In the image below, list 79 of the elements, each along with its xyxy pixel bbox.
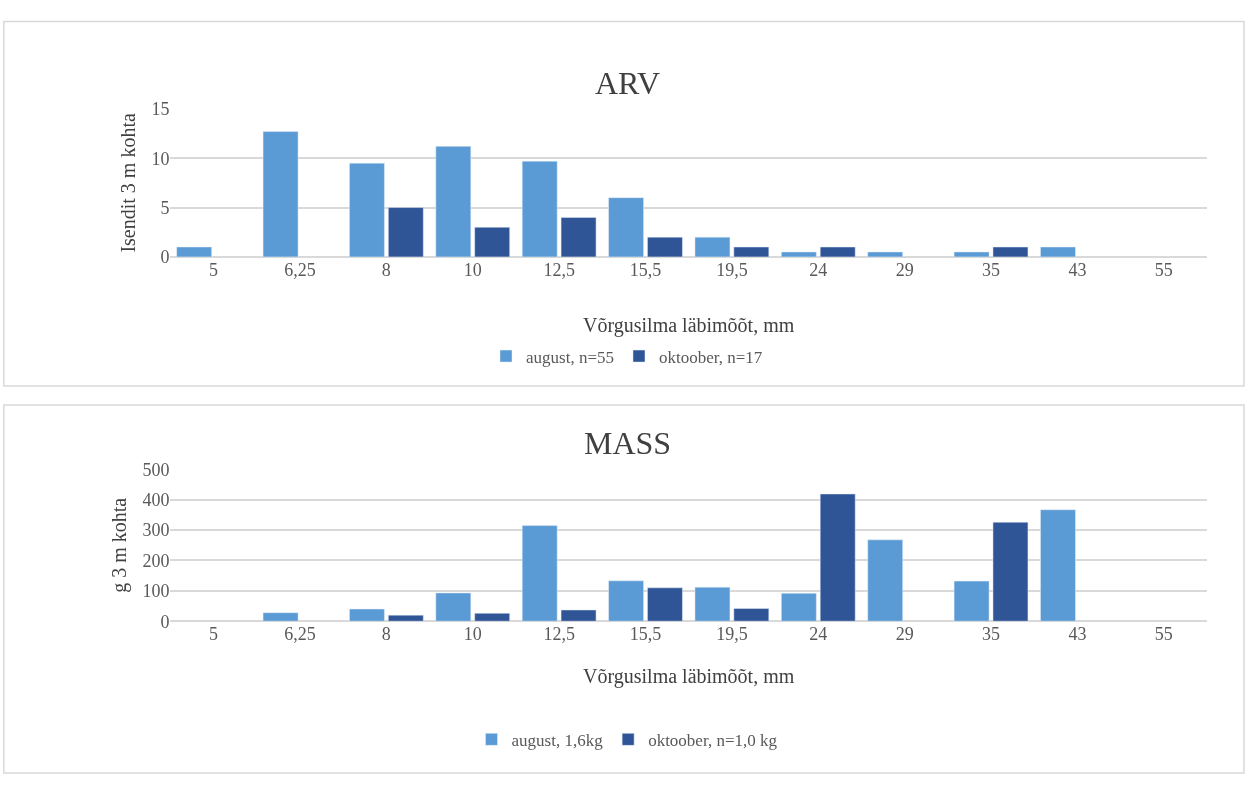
y-axis-title: Isendit 3 m kohta — [116, 113, 139, 253]
legend-label: august, 1,6kg — [511, 731, 604, 750]
bar — [560, 609, 597, 622]
bar — [953, 251, 990, 257]
bar — [953, 580, 990, 622]
bar — [694, 586, 731, 622]
x-tick-label: 12,5 — [543, 624, 575, 645]
bar — [388, 614, 424, 622]
x-tick-label: 35 — [982, 624, 1001, 645]
x-tick-label: 19,5 — [716, 259, 748, 280]
bar — [521, 525, 558, 622]
y-axis-title: g 3 m kohta — [107, 497, 131, 593]
y-tick-label: 500 — [142, 459, 170, 480]
bar — [262, 612, 299, 622]
bar — [1040, 246, 1076, 257]
x-tick-label: 24 — [809, 624, 828, 645]
x-tick-label: 55 — [1154, 259, 1173, 280]
bar — [560, 217, 597, 257]
x-axis-title: Võrgusilma läbimõõt, mm — [583, 314, 795, 337]
bar — [867, 251, 903, 257]
legend-label: august, n=55 — [526, 347, 614, 367]
x-tick-label: 29 — [895, 624, 914, 645]
legend-label: oktoober, n=17 — [658, 347, 763, 367]
y-tick-label: 200 — [142, 550, 170, 571]
bar — [435, 592, 472, 622]
x-tick-label: 29 — [895, 259, 914, 280]
bar — [733, 246, 770, 257]
y-tick-label: 5 — [160, 197, 170, 218]
bar — [176, 246, 212, 257]
x-tick-label: 43 — [1068, 259, 1087, 280]
x-tick-label: 5 — [209, 259, 219, 280]
bar — [474, 613, 510, 622]
x-tick-label: 6,25 — [284, 259, 316, 280]
bar — [647, 587, 683, 622]
legend-label: oktoober, n=1,0 kg — [648, 731, 778, 750]
bar — [1040, 509, 1076, 622]
x-tick-label: 55 — [1154, 624, 1173, 645]
y-tick-label: 100 — [142, 581, 170, 602]
bar — [819, 493, 856, 622]
bar — [349, 162, 385, 257]
x-tick-label: 6,25 — [284, 624, 316, 645]
x-tick-label: 10 — [463, 259, 482, 280]
bar — [867, 539, 903, 622]
bar — [435, 146, 472, 257]
y-tick-label: 0 — [160, 611, 170, 632]
x-tick-label: 15,5 — [629, 259, 662, 280]
chart-title: ARV — [595, 65, 660, 101]
bar — [608, 580, 644, 622]
x-axis-title: Võrgusilma läbimõõt, mm — [583, 665, 795, 688]
bar — [992, 521, 1029, 622]
bar — [647, 236, 683, 257]
x-tick-label: 12,5 — [543, 259, 575, 280]
bar — [262, 131, 299, 257]
chart-title: MASS — [584, 425, 672, 461]
bar — [992, 246, 1029, 257]
bar — [694, 236, 731, 257]
x-tick-label: 8 — [381, 624, 391, 645]
x-tick-label: 5 — [209, 624, 219, 645]
bar — [733, 608, 770, 622]
x-tick-label: 43 — [1068, 624, 1087, 645]
bar — [819, 246, 856, 257]
bar — [608, 197, 644, 257]
bar — [349, 608, 385, 622]
x-tick-label: 24 — [809, 259, 828, 280]
x-tick-label: 10 — [463, 624, 482, 645]
x-tick-label: 19,5 — [716, 624, 748, 645]
x-tick-label: 35 — [982, 259, 1001, 280]
bar — [388, 207, 424, 257]
y-tick-label: 15 — [151, 99, 170, 120]
y-tick-label: 10 — [151, 148, 170, 169]
x-tick-label: 15,5 — [629, 624, 662, 645]
y-tick-label: 400 — [142, 490, 170, 511]
bar — [781, 593, 817, 622]
x-tick-label: 8 — [381, 259, 391, 280]
bar — [474, 227, 510, 257]
y-tick-label: 0 — [160, 247, 170, 268]
bar — [781, 251, 817, 257]
y-tick-label: 300 — [142, 520, 170, 541]
bar — [521, 160, 558, 257]
